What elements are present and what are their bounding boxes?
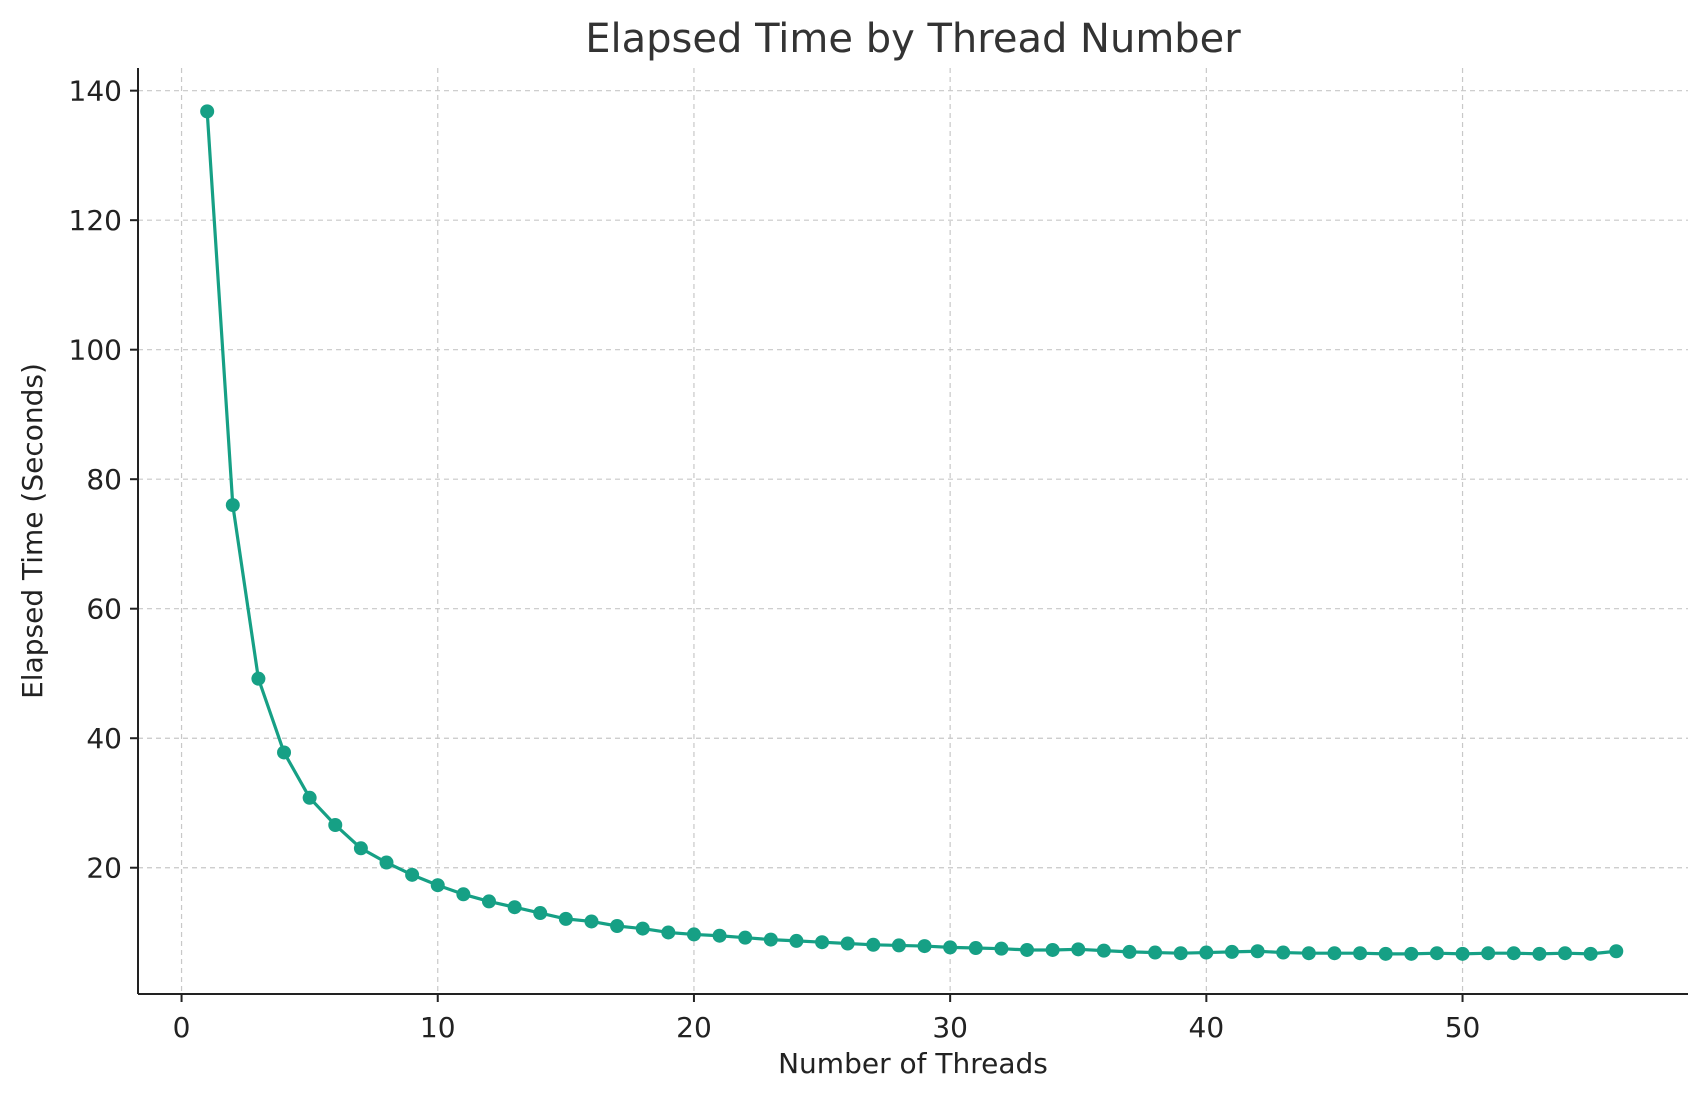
x-tick-label: 20 — [676, 1011, 712, 1044]
data-point — [1404, 946, 1419, 961]
x-axis-title: Number of Threads — [778, 1047, 1048, 1080]
data-point — [1429, 946, 1444, 961]
data-point — [994, 941, 1009, 956]
data-point — [968, 941, 983, 956]
grid — [138, 68, 1688, 994]
data-point — [277, 745, 292, 760]
data-point — [353, 841, 368, 856]
data-point — [891, 938, 906, 953]
y-tick-label: 80 — [86, 463, 122, 496]
data-point — [507, 900, 522, 915]
data-point — [1045, 942, 1060, 957]
data-point — [225, 498, 240, 513]
data-point — [1224, 944, 1239, 959]
data-point — [1199, 945, 1214, 960]
data-point — [1276, 945, 1291, 960]
data-point — [1583, 946, 1598, 961]
data-point — [1327, 946, 1342, 961]
y-tick-label: 120 — [69, 204, 122, 237]
data-point — [866, 937, 881, 952]
data-point — [200, 104, 215, 119]
data-point — [405, 867, 420, 882]
data-point — [815, 935, 830, 950]
data-point — [943, 940, 958, 955]
data-point — [610, 919, 625, 934]
data-point — [1020, 942, 1035, 957]
data-point — [302, 790, 317, 805]
y-tick-label: 140 — [69, 75, 122, 108]
data-point — [456, 887, 471, 902]
data-point — [328, 817, 343, 832]
data-point — [840, 936, 855, 951]
data-point — [712, 928, 727, 943]
y-tick-label: 100 — [69, 334, 122, 367]
data-point — [481, 894, 496, 909]
series — [200, 104, 1624, 961]
data-point — [789, 933, 804, 948]
data-point — [1173, 946, 1188, 961]
data-point — [917, 939, 932, 954]
data-point — [584, 914, 599, 929]
data-point — [1353, 946, 1368, 961]
x-tick-label: 30 — [932, 1011, 968, 1044]
chart-title: Elapsed Time by Thread Number — [585, 16, 1241, 62]
ticks: 0 10 20 30 40 50 20 40 60 80 100 120 140 — [69, 75, 1481, 1044]
data-point — [1148, 945, 1163, 960]
y-tick-label: 40 — [86, 722, 122, 755]
data-point — [1378, 946, 1393, 961]
data-point — [251, 671, 266, 686]
data-point — [1506, 946, 1521, 961]
data-point — [1532, 946, 1547, 961]
data-point — [635, 921, 650, 936]
y-axis-title: Elapsed Time (Seconds) — [16, 363, 49, 699]
data-point — [1481, 946, 1496, 961]
data-point — [1301, 946, 1316, 961]
data-point — [1558, 946, 1573, 961]
data-point — [430, 878, 445, 893]
y-tick-label: 20 — [86, 852, 122, 885]
series-line — [205, 109, 1618, 956]
x-tick-label: 0 — [173, 1011, 191, 1044]
data-point — [533, 906, 548, 921]
x-tick-label: 10 — [420, 1011, 456, 1044]
data-point — [661, 925, 676, 940]
data-point — [1455, 946, 1470, 961]
data-point — [558, 911, 573, 926]
data-point — [1250, 944, 1265, 959]
data-point — [763, 932, 778, 947]
data-point — [1096, 943, 1111, 958]
data-point — [738, 930, 753, 945]
data-point — [1122, 944, 1137, 959]
data-point — [1071, 942, 1086, 957]
x-tick-label: 50 — [1445, 1011, 1481, 1044]
y-tick-label: 60 — [86, 593, 122, 626]
data-point — [1609, 944, 1624, 959]
data-point — [379, 855, 394, 870]
axes — [137, 68, 1688, 995]
x-tick-label: 40 — [1189, 1011, 1225, 1044]
data-point — [686, 927, 701, 942]
